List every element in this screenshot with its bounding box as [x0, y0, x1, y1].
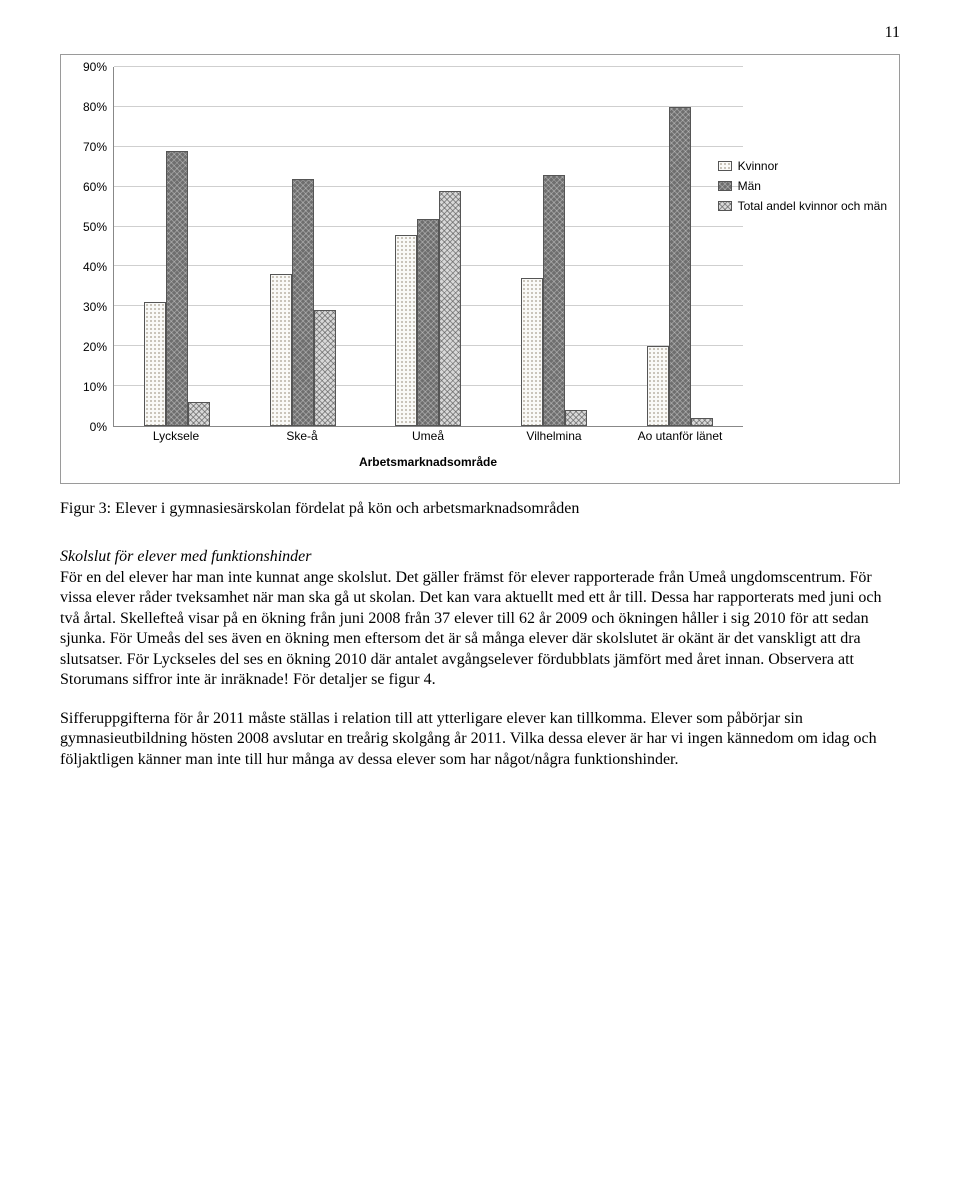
- bar-group: [491, 67, 617, 426]
- x-axis-labels: LyckseleSke-åUmeåVilhelminaAo utanför lä…: [113, 429, 743, 443]
- y-tick-label: 50%: [67, 220, 111, 234]
- y-tick-label: 30%: [67, 300, 111, 314]
- bar: [669, 107, 691, 426]
- plot-area: [113, 67, 743, 427]
- page-number: 11: [60, 24, 900, 42]
- bar: [166, 151, 188, 426]
- bar: [565, 410, 587, 426]
- chart-legend: Kvinnor Män Total andel kvinnor och män: [718, 159, 887, 213]
- bar: [395, 235, 417, 426]
- bar: [543, 175, 565, 426]
- bar: [439, 191, 461, 426]
- y-tick-label: 40%: [67, 260, 111, 274]
- legend-label: Kvinnor: [738, 159, 779, 173]
- bar-group: [617, 67, 743, 426]
- bar: [691, 418, 713, 426]
- legend-item: Kvinnor: [718, 159, 887, 173]
- x-tick-label: Umeå: [365, 429, 491, 443]
- x-tick-label: Vilhelmina: [491, 429, 617, 443]
- bar-group: [240, 67, 366, 426]
- bar: [521, 278, 543, 426]
- figure-caption: Figur 3: Elever i gymnasiesärskolan förd…: [60, 500, 900, 518]
- y-tick-label: 0%: [67, 420, 111, 434]
- bar: [314, 310, 336, 426]
- y-tick-label: 90%: [67, 60, 111, 74]
- legend-item: Total andel kvinnor och män: [718, 199, 887, 213]
- bar: [647, 346, 669, 426]
- chart-area: 0% 10% 20% 30% 40% 50% 60% 70% 80% 90% LyckseleSk…: [67, 63, 893, 453]
- y-tick-label: 10%: [67, 380, 111, 394]
- bar: [292, 179, 314, 426]
- body-paragraph: För en del elever har man inte kunnat an…: [60, 568, 900, 691]
- y-tick-label: 60%: [67, 180, 111, 194]
- section-heading: Skolslut för elever med funktionshinder: [60, 548, 900, 566]
- legend-item: Män: [718, 179, 887, 193]
- bar-group: [114, 67, 240, 426]
- x-axis-title: Arbetsmarknadsområde: [113, 455, 743, 469]
- y-tick-label: 70%: [67, 140, 111, 154]
- bar: [188, 402, 210, 426]
- bar: [270, 274, 292, 426]
- body-paragraph: Sifferuppgifterna för år 2011 måste stäl…: [60, 709, 900, 770]
- y-tick-label: 20%: [67, 340, 111, 354]
- x-tick-label: Ao utanför länet: [617, 429, 743, 443]
- legend-label: Total andel kvinnor och män: [738, 199, 887, 213]
- bar: [144, 302, 166, 426]
- x-tick-label: Ske-å: [239, 429, 365, 443]
- bar-groups: [114, 67, 743, 426]
- x-tick-label: Lycksele: [113, 429, 239, 443]
- bar-chart: 0% 10% 20% 30% 40% 50% 60% 70% 80% 90% LyckseleSk…: [60, 54, 900, 484]
- bar: [417, 219, 439, 426]
- bar-group: [366, 67, 492, 426]
- y-tick-label: 80%: [67, 100, 111, 114]
